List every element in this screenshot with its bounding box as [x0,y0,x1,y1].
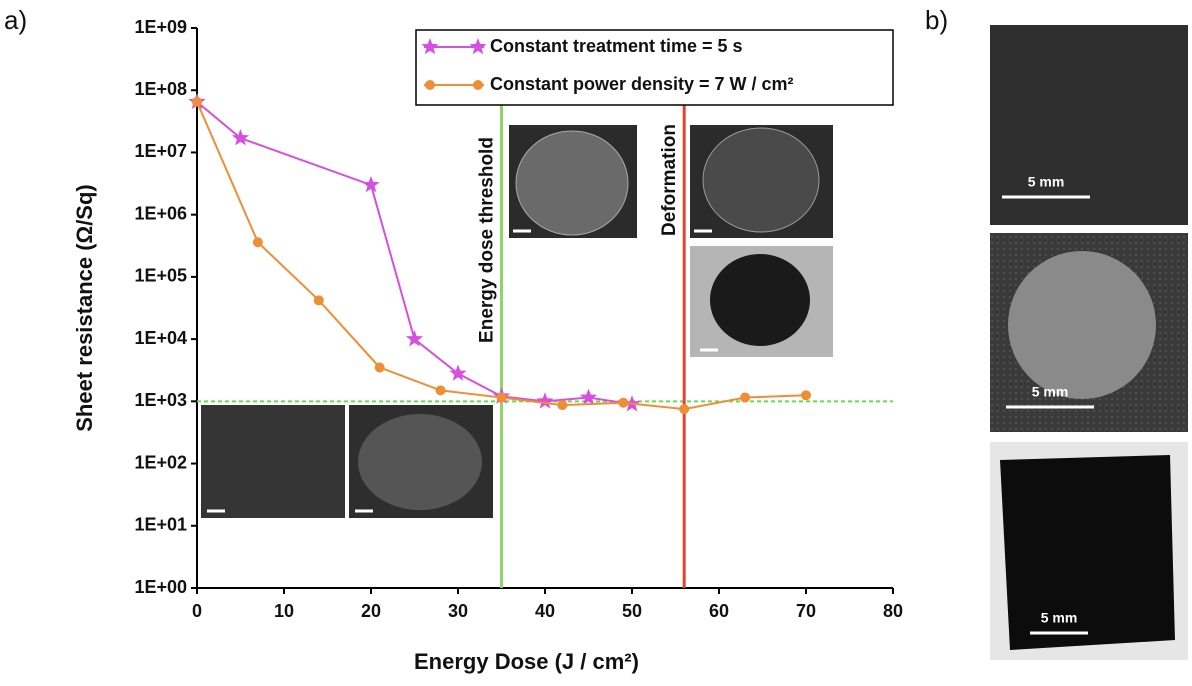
reference-label: Energy dose threshold [477,137,498,343]
reference-label: Deformation [659,124,680,236]
y-tick-label: 1E+08 [134,79,187,99]
x-tick-label: 80 [883,601,903,621]
y-tick-label: 1E+03 [134,390,187,410]
y-tick-label: 1E+06 [134,203,187,223]
panel-label: a) [4,5,27,35]
page: a) b) 5 mm 5 mm 5 mm Energy Dose (J / cm [0,0,1192,686]
data-point [536,392,553,408]
x-tick-label: 60 [709,601,729,621]
data-point [192,97,202,107]
chart: a) b) 5 mm 5 mm 5 mm Energy Dose (J / cm [0,0,1192,686]
y-tick-label: 1E+01 [134,515,187,535]
y-tick-label: 1E+09 [134,17,187,37]
x-tick-label: 50 [622,601,642,621]
panel-b-images [990,25,1188,660]
inset-images [201,125,833,518]
data-point [253,237,263,247]
x-tick-label: 40 [535,601,555,621]
data-point [232,129,249,145]
scale-label: 5 mm [1032,384,1069,400]
data-point [580,389,597,405]
data-point [375,362,385,372]
legend-label: Constant treatment time = 5 s [490,36,743,56]
x-tick-label: 30 [448,601,468,621]
scale-label: 5 mm [1028,174,1065,190]
y-tick-label: 1E+05 [134,266,187,286]
data-point [362,176,379,192]
data-point [436,385,446,395]
data-point [740,393,750,403]
data-point [497,393,507,403]
scale-label: 5 mm [1041,610,1078,626]
data-point [449,365,466,381]
x-axis-title: Energy Dose (J / cm²) [414,649,639,674]
data-point [314,295,324,305]
y-tick-label: 1E+07 [134,141,187,161]
x-tick-label: 70 [796,601,816,621]
y-tick-label: 1E+00 [134,577,187,597]
data-point [557,400,567,410]
legend-marker [473,80,483,90]
panel-label: b) [925,5,948,35]
y-tick-label: 1E+02 [134,452,187,472]
data-point [618,398,628,408]
x-tick-label: 0 [192,601,202,621]
data-point [801,390,811,400]
y-axis-title: Sheet resistance (Ω/Sq) [72,184,97,432]
legend-label: Constant power density = 7 W / cm² [490,74,794,94]
x-tick-label: 20 [361,601,381,621]
x-tick-label: 10 [274,601,294,621]
y-tick-label: 1E+04 [134,328,187,348]
data-point [679,404,689,414]
legend-marker [425,80,435,90]
